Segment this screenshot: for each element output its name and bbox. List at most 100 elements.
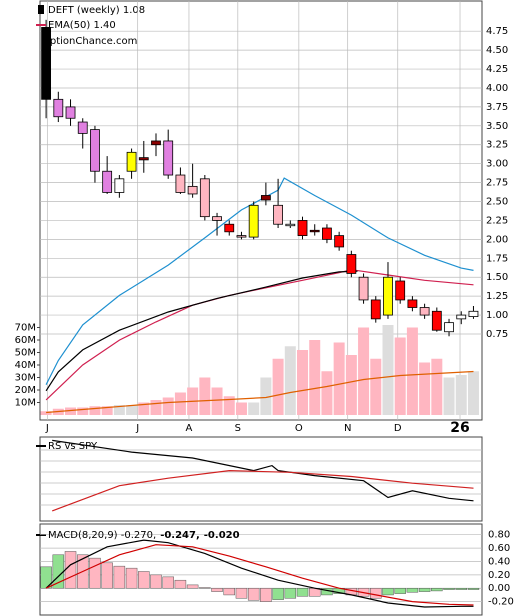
volume-bar: [358, 327, 370, 415]
chart-title: DEFT (weekly) 1.08: [48, 5, 145, 16]
candle-body: [358, 276, 369, 301]
candle-body: [199, 178, 210, 218]
indicator-line: [45, 270, 358, 392]
y-tick-label: 2.25: [486, 215, 508, 226]
candle-body: [468, 310, 479, 317]
candle-body: [285, 223, 296, 227]
histogram-bar: [174, 579, 187, 589]
candle-body: [187, 185, 198, 195]
histogram-bar: [467, 587, 480, 590]
y-tick-label: -0.20: [488, 597, 514, 608]
x-tick-label: N: [344, 423, 351, 434]
histogram-bar: [211, 587, 223, 592]
candle-body: [309, 229, 320, 233]
volume-bar: [443, 377, 455, 415]
y-tick-label: 1.75: [486, 253, 508, 264]
y-tick-label: 4.00: [486, 83, 508, 94]
volume-bar: [113, 405, 125, 415]
candle-body: [370, 299, 381, 320]
y2-tick-label: 20M: [15, 385, 36, 396]
indicator-line: [51, 469, 474, 512]
volume-bar: [345, 355, 357, 415]
y-tick-label: 1.50: [486, 272, 508, 283]
histogram-bar: [199, 587, 211, 589]
histogram-bar: [431, 587, 443, 592]
candle-body: [65, 106, 76, 119]
x-tick-label: 26: [450, 420, 469, 436]
y-tick-label: 3.50: [486, 121, 508, 132]
x-tick-label: J: [135, 423, 139, 434]
y-tick-label: 3.75: [486, 102, 508, 113]
candle-body: [273, 204, 283, 225]
histogram-bar: [443, 587, 455, 590]
y2-tick-label: 60M: [15, 335, 36, 346]
histogram-bar: [64, 551, 77, 589]
candle-body: [175, 174, 186, 193]
histogram-bar: [406, 587, 419, 593]
x-tick-label: D: [394, 423, 402, 434]
volume-bar: [455, 375, 467, 415]
histogram-bar: [40, 566, 52, 589]
histogram-bar: [247, 587, 260, 601]
candle-body: [383, 276, 393, 316]
candle-body: [297, 220, 308, 236]
histogram-bar: [223, 587, 236, 596]
y-tick-label: 0.60: [488, 543, 510, 554]
candle-body: [114, 178, 125, 193]
y-tick-label: 3.25: [486, 140, 508, 151]
histogram-bar: [382, 587, 394, 596]
volume-bar: [101, 406, 113, 415]
legend-label: MACD(8,20,9) -0.270,: [48, 530, 156, 541]
y-tick-label: 0.75: [486, 329, 508, 340]
candle-body: [407, 299, 418, 308]
volume-bar: [223, 396, 235, 415]
volume-bar: [382, 325, 394, 415]
candle-body: [334, 235, 345, 248]
volume-bar: [333, 342, 345, 415]
candle-body: [126, 151, 137, 172]
candle-body: [456, 314, 467, 320]
histogram-bar: [138, 571, 150, 589]
candle-body: [444, 322, 454, 333]
y-tick-label: 0.00: [488, 583, 510, 594]
histogram-bar: [101, 562, 113, 589]
volume-bar: [297, 350, 309, 415]
legend-label: -0.247,: [160, 530, 200, 541]
histogram-bar: [125, 567, 138, 589]
volume-bar: [309, 340, 321, 415]
volume-bar: [260, 377, 272, 415]
histogram-bar: [113, 565, 126, 589]
candle-body: [102, 170, 113, 193]
y2-tick-label: 50M: [15, 348, 36, 359]
candle-body: [431, 310, 442, 331]
volume-bar: [394, 337, 406, 415]
y-tick-label: 3.00: [486, 159, 508, 170]
histogram-bar: [284, 587, 297, 599]
volume-bar: [419, 362, 431, 415]
y-tick-label: 0.40: [488, 556, 510, 567]
volume-bar: [162, 397, 174, 415]
histogram-bar: [150, 574, 162, 589]
volume-bar: [89, 406, 101, 415]
candle-body: [90, 129, 100, 172]
y-tick-label: 2.00: [486, 234, 508, 245]
y-tick-label: 0.80: [488, 530, 510, 541]
legend-label: -0.020: [204, 530, 240, 541]
panel-title: RS vs SPY: [48, 441, 98, 452]
volume-bar: [199, 377, 211, 415]
y2-tick-label: 30M: [15, 373, 36, 384]
volume-bar: [77, 407, 89, 415]
volume-bar: [211, 387, 223, 415]
candle-body: [248, 204, 259, 238]
volume-bar: [65, 407, 77, 415]
indicator-line: [45, 544, 474, 606]
volume-bar: [150, 400, 162, 415]
volume-bar: [284, 346, 296, 415]
histogram-bar: [186, 584, 199, 589]
indicator-line: [52, 439, 474, 502]
y-tick-label: 4.50: [486, 45, 508, 56]
candle-body: [77, 121, 88, 134]
histogram-bar: [235, 587, 248, 599]
y-tick-label: 1.00: [486, 310, 508, 321]
